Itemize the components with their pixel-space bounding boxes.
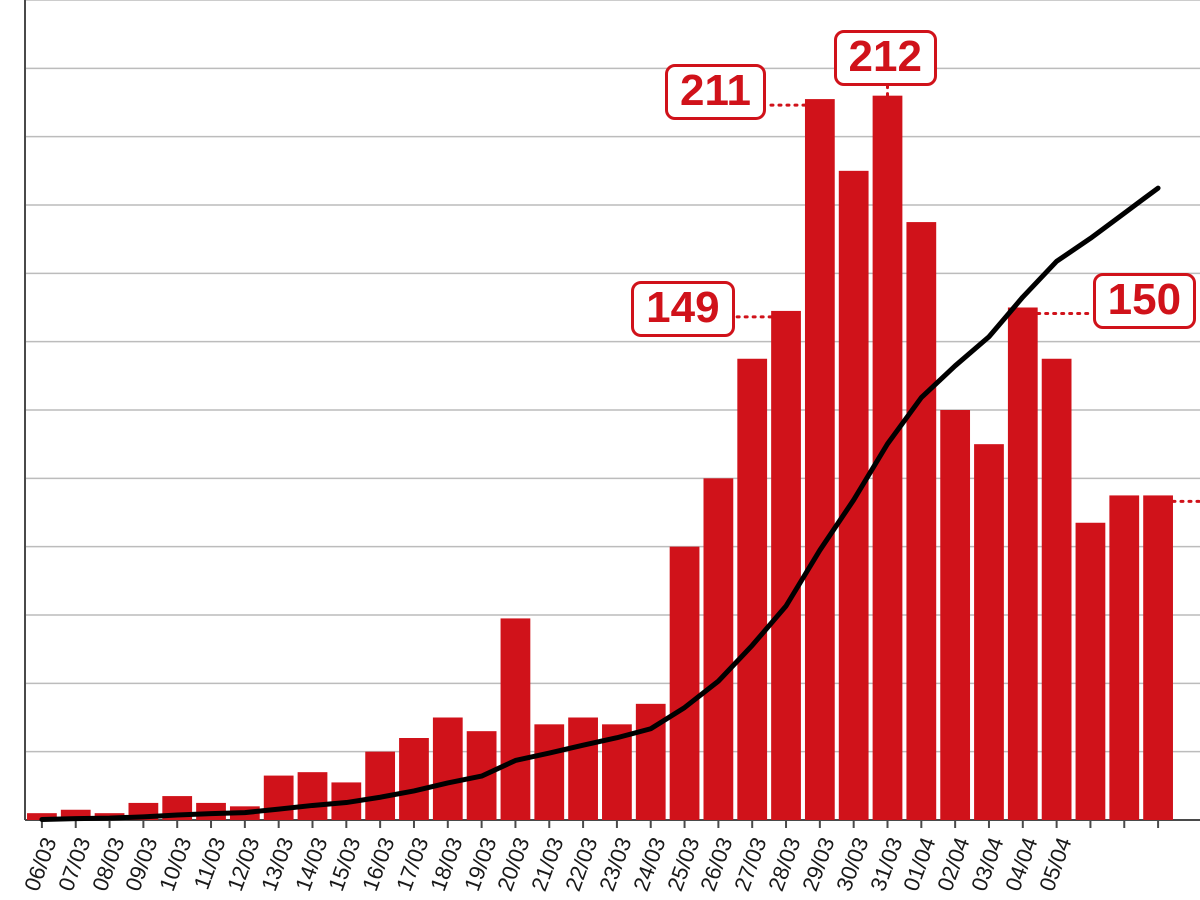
bar xyxy=(1076,523,1106,820)
bar xyxy=(805,99,835,820)
bar xyxy=(1143,495,1173,820)
callout-label: 212 xyxy=(834,30,937,86)
bar xyxy=(264,776,294,820)
bar xyxy=(974,444,1004,820)
bar xyxy=(1008,308,1038,821)
callout-label: 149 xyxy=(631,281,734,337)
bar xyxy=(399,738,429,820)
callout-label: 150 xyxy=(1093,273,1196,329)
bar xyxy=(501,618,531,820)
bar xyxy=(1042,359,1072,820)
callout-label: 211 xyxy=(665,64,766,120)
bar xyxy=(534,724,564,820)
bar xyxy=(1109,495,1139,820)
bar xyxy=(433,718,463,821)
bar xyxy=(568,718,598,821)
bar xyxy=(298,772,328,820)
bar xyxy=(940,410,970,820)
bar xyxy=(704,478,734,820)
bar xyxy=(365,752,395,820)
bar xyxy=(737,359,767,820)
chart-container: 212211149150906/0307/0308/0309/0310/0311… xyxy=(0,0,1200,900)
bar xyxy=(771,311,801,820)
bar xyxy=(906,222,936,820)
bar xyxy=(670,547,700,820)
chart-svg xyxy=(0,0,1200,900)
